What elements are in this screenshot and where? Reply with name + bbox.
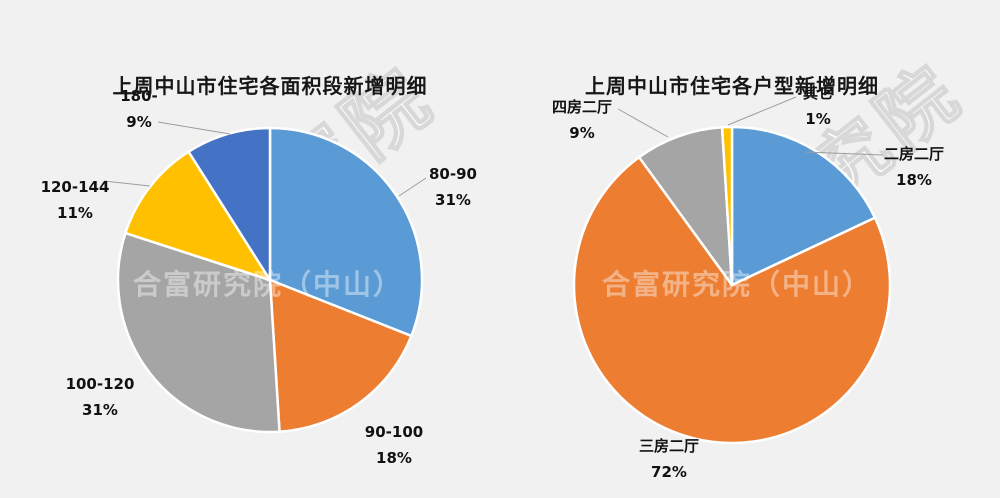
slice-label-text: 180-	[120, 87, 158, 105]
slice-label-text: 二房二厅	[883, 145, 944, 163]
label-leader-line	[727, 96, 797, 126]
slice-percent-text: 9%	[126, 113, 152, 131]
slice-label-text: 三房二厅	[638, 437, 699, 455]
slice-percent-text: 11%	[57, 204, 93, 222]
slice-label-120-144: 120-144 11%	[25, 174, 125, 226]
slice-label-180plus: 180- 9%	[89, 83, 189, 135]
slice-percent-text: 1%	[805, 110, 831, 128]
slice-percent-text: 18%	[376, 449, 412, 467]
slice-label-text: 100-120	[65, 375, 135, 393]
slice-label-text: 90-100	[364, 423, 424, 441]
slice-percent-text: 72%	[651, 463, 687, 481]
slice-percent-text: 9%	[569, 124, 595, 142]
area-segment-pie	[103, 121, 427, 434]
slice-label-text: 其它	[802, 84, 833, 102]
chart-title: 上周中山市住宅各户型新增明细	[585, 74, 879, 98]
slice-label-other: 其它 1%	[768, 80, 868, 132]
label-leader-line	[103, 180, 151, 187]
label-leader-line	[804, 151, 884, 156]
pie-slice	[268, 278, 413, 433]
slice-label-4room2hall: 四房二厅 9%	[532, 94, 632, 146]
slice-label-text: 80-90	[429, 165, 477, 183]
pie-slice	[720, 125, 734, 287]
slice-percent-text: 18%	[896, 171, 932, 189]
pie-slice	[268, 126, 424, 338]
pie-slice	[572, 155, 892, 445]
area-segment-pie-chart: 究院 合富研究院（中山） 上周中山市住宅各面积段新增明细 80-90 31% 9…	[25, 47, 503, 471]
pie-slice	[730, 125, 877, 287]
pie-slice	[637, 126, 734, 287]
pie-slice	[116, 231, 281, 434]
slice-label-80-90: 80-90 31%	[403, 161, 503, 213]
label-leader-line	[398, 177, 427, 197]
slice-percent-text: 31%	[82, 401, 118, 419]
slice-label-3room2hall: 三房二厅 72%	[619, 433, 719, 485]
unit-type-pie-chart: 究院 合富研究院（中山） 上周中山市住宅各户型新增明细 二房二厅 18% 三房二…	[500, 0, 1000, 498]
slice-label-2room2hall: 二房二厅 18%	[864, 141, 964, 193]
slice-label-90-100: 90-100 18%	[344, 419, 444, 471]
label-leader-line	[617, 108, 669, 138]
slice-label-text: 四房二厅	[551, 98, 612, 116]
label-leader-line	[157, 121, 231, 135]
chart-title: 上周中山市住宅各面积段新增明细	[112, 74, 428, 98]
unit-type-pie	[572, 96, 892, 445]
slice-label-100-120: 100-120 31%	[50, 371, 150, 423]
pie-slice	[124, 150, 272, 282]
slice-percent-text: 31%	[435, 191, 471, 209]
slice-label-text: 120-144	[40, 178, 110, 196]
